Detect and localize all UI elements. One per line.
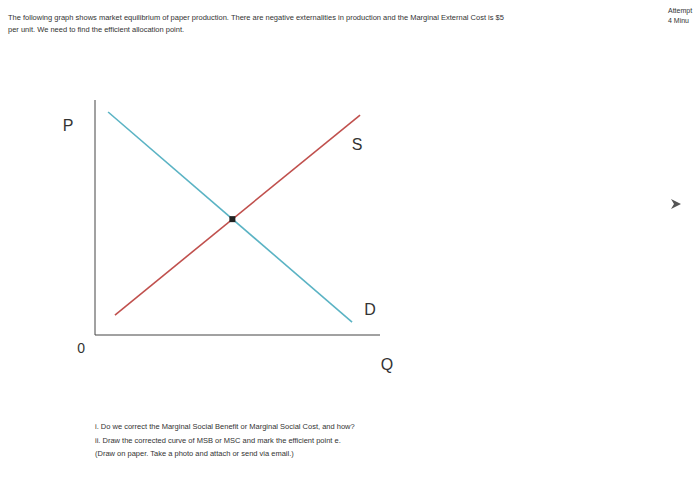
html-text:4 Minu: 4 Minu	[668, 17, 689, 24]
svg-text:S: S	[352, 136, 363, 153]
html-text:(Draw on paper. Take a photo a: (Draw on paper. Take a photo and attach …	[95, 449, 294, 458]
svg-text:D: D	[364, 301, 376, 318]
html-text:i. Do we correct the Marginal: i. Do we correct the Marginal Social Ben…	[95, 422, 355, 431]
html-text:per unit. We need to find the: per unit. We need to find the efficient …	[8, 25, 185, 34]
html-text:The following graph shows mark: The following graph shows market equilib…	[8, 13, 504, 22]
html-text:ii. Draw the corrected curve o: ii. Draw the corrected curve of MSB or M…	[95, 435, 341, 445]
svg-text:Q: Q	[381, 356, 393, 373]
html-text:Attempt: Attempt	[668, 7, 693, 14]
svg-text:P: P	[63, 117, 74, 134]
svg-text:0: 0	[77, 340, 85, 356]
